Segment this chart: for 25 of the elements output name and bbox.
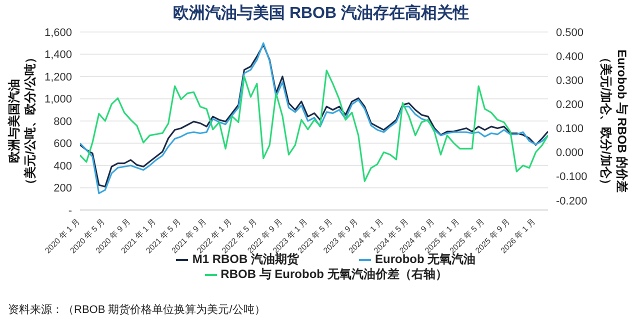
y-tick-label: 400: [54, 160, 72, 172]
y-tick-label: 200: [54, 182, 72, 195]
y-tick-label: 800: [54, 116, 72, 128]
y-tick-label: 600: [54, 138, 72, 150]
y2-tick-label: -0.100: [556, 171, 588, 184]
line-series: [80, 70, 548, 182]
y-tick-label: 1,200: [44, 71, 72, 84]
y2-axis-title: Eurobob 与 RBOB 的价差（美元/加仑、欧分/加仑）: [599, 50, 629, 192]
y2-tick-label: 0.400: [556, 50, 584, 63]
chart-title: 欧洲汽油与美国 RBOB 汽油存在高相关性: [172, 3, 470, 24]
y2-tick-label: 0.000: [556, 147, 584, 160]
y-tick-label: 1,000: [44, 94, 72, 106]
y2-tick-label: -0.200: [556, 195, 588, 208]
legend-label: M1 RBOB 汽油期货: [192, 252, 299, 266]
y2-tick-label: 0.100: [556, 123, 584, 136]
y-tick-label: -: [68, 204, 72, 217]
legend-label: Eurobob 无氧汽油: [375, 252, 476, 267]
y-tick-label: 1,400: [44, 49, 72, 62]
y2-tick-label: 0.300: [556, 75, 584, 88]
y2-tick-label: 0.500: [556, 26, 584, 39]
y-tick-label: 1,600: [44, 26, 72, 39]
text: 资料来源：（RBOB 期货价格单位换算为美元/公吨）: [8, 302, 266, 317]
y2-tick-label: 0.200: [556, 99, 584, 112]
y-axis-title: 欧洲与美国汽油（美元/公吨、欧分/公吨）: [7, 52, 37, 190]
legend-label: RBOB 与 Eurobob 无氧汽油价差（右轴）: [220, 267, 448, 282]
